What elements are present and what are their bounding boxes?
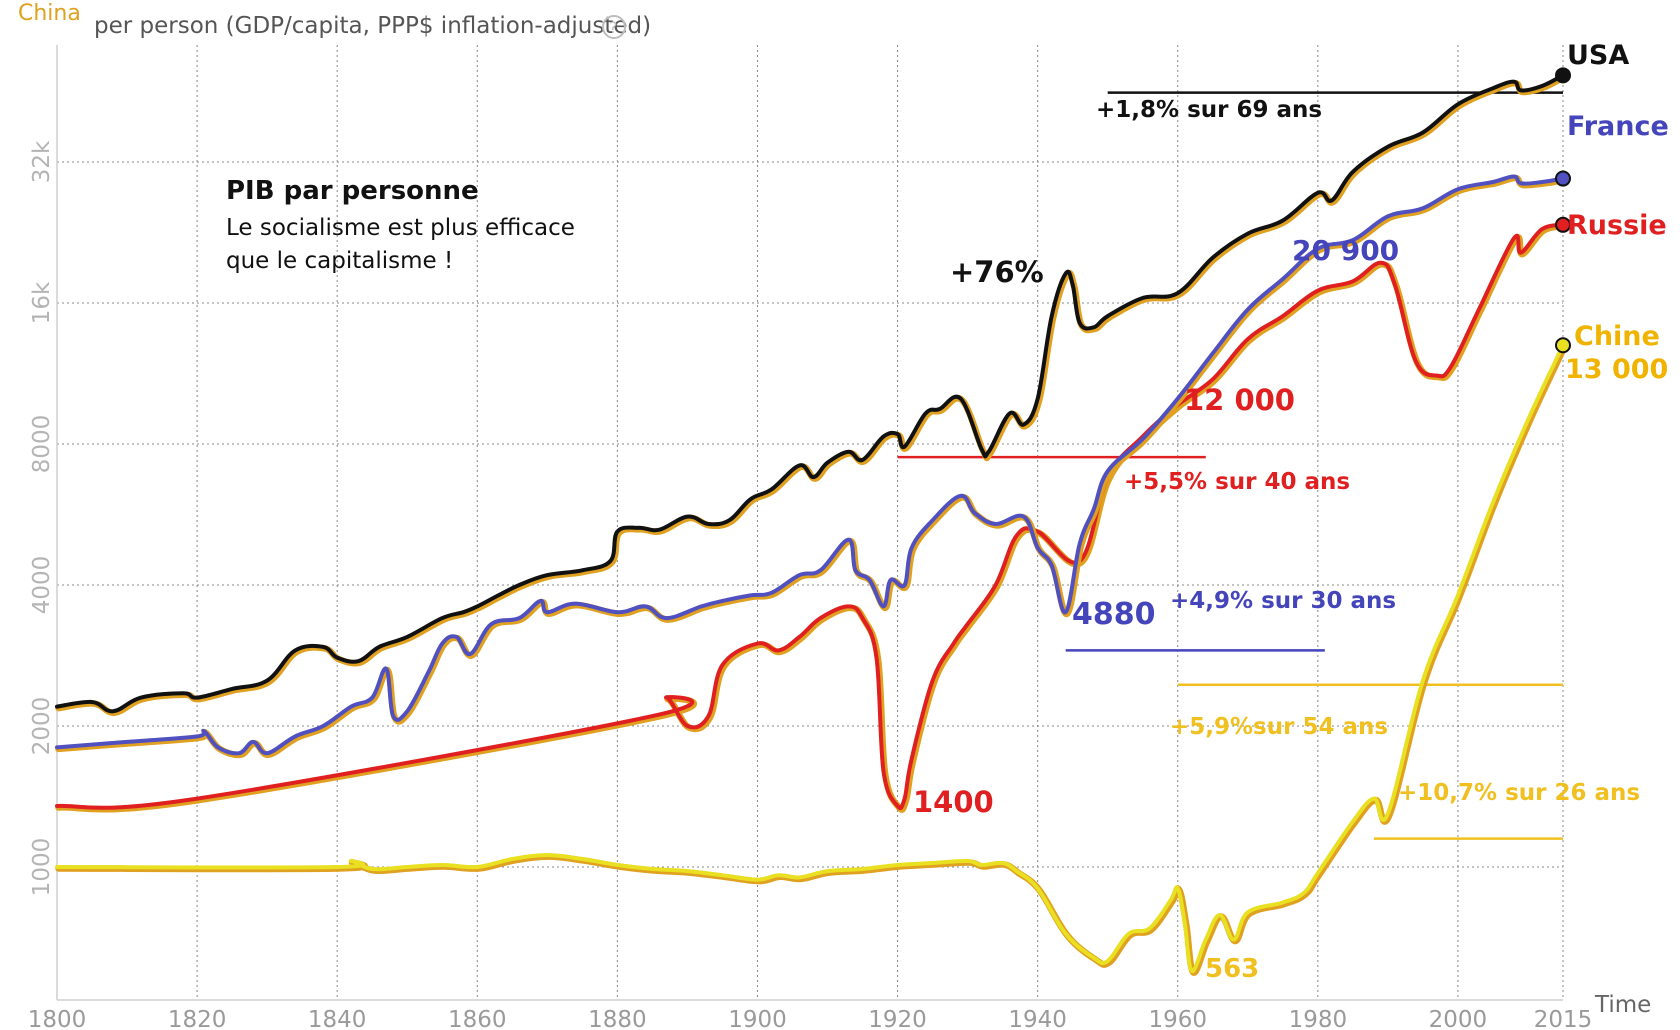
y-axis-title[interactable]: per person (GDP/capita, PPP$ inflation-a… (94, 13, 651, 39)
y-tick-4000: 4000 (29, 556, 55, 615)
annotation-usa-spike: +76% (950, 255, 1044, 289)
time-axis-label[interactable]: Time (1594, 992, 1651, 1018)
series-line-russie[interactable] (55, 222, 1565, 811)
annotation-china-low: 563 (1205, 954, 1259, 984)
x-tick-1920: 1920 (868, 1007, 927, 1030)
series-line-france[interactable] (55, 174, 1565, 756)
x-tick-1860: 1860 (448, 1007, 507, 1030)
y-axis-ticks: 1000 2000 4000 8000 16k 32k (29, 140, 55, 896)
end-label-russia: Russie (1567, 210, 1667, 241)
series-line-usa[interactable] (55, 73, 1565, 714)
y-tick-2000: 2000 (29, 697, 55, 756)
note-line-2: que le capitalisme ! (226, 248, 453, 274)
series-line-chine[interactable] (55, 343, 1565, 973)
annotation-china-long-rate: +5,9%sur 54 ans (1170, 714, 1388, 740)
annotation-france-low: 4880 (1072, 597, 1156, 632)
x-tick-1940: 1940 (1008, 1007, 1067, 1030)
note-line-1: Le socialisme est plus efficace (226, 215, 575, 241)
note-title: PIB par personne (226, 176, 479, 206)
annotation-russia-mid: 12 000 (1184, 383, 1295, 417)
x-tick-1800: 1800 (28, 1007, 87, 1030)
end-label-usa: USA (1567, 40, 1629, 71)
x-tick-2000: 2000 (1429, 1007, 1488, 1030)
end-label-china: Chine (1574, 321, 1660, 352)
y-tick-32k: 32k (29, 140, 55, 183)
help-glyph: ? (609, 18, 618, 37)
x-tick-1820: 1820 (168, 1007, 227, 1030)
y-tick-1000: 1000 (29, 838, 55, 897)
series-shadow-france (55, 174, 1568, 759)
y-tick-16k: 16k (29, 281, 55, 324)
annotation-france-high: 20 900 (1292, 234, 1399, 267)
x-tick-1840: 1840 (308, 1007, 367, 1030)
grid (57, 45, 1564, 1000)
annotation-china-end: 13 000 (1565, 354, 1668, 385)
x-tick-2015: 2015 (1534, 1007, 1593, 1030)
axes (56, 45, 1563, 1001)
annotation-china-recent-rate: +10,7% sur 26 ans (1398, 780, 1640, 806)
annotation-russia-rate: +5,5% sur 40 ans (1124, 469, 1350, 495)
end-label-france: France (1567, 111, 1669, 142)
annotation-france-rate: +4,9% sur 30 ans (1170, 588, 1396, 614)
series-shadow-usa (55, 73, 1568, 717)
x-tick-1900: 1900 (728, 1007, 787, 1030)
x-tick-1980: 1980 (1289, 1007, 1348, 1030)
end-dot-russie[interactable] (1555, 216, 1571, 233)
annotation-usa-rate: +1,8% sur 69 ans (1096, 97, 1322, 123)
help-icon[interactable]: ? (602, 15, 626, 39)
end-dot-usa[interactable] (1555, 67, 1571, 84)
x-tick-1960: 1960 (1148, 1007, 1207, 1030)
end-dot-chine[interactable] (1555, 337, 1571, 354)
x-axis-ticks: 1800 1820 1840 1860 1880 1900 1920 1940 1960 1980… (28, 1007, 1593, 1030)
end-dot-france[interactable] (1555, 170, 1571, 187)
y-tick-8000: 8000 (29, 415, 55, 474)
annotation-russia-low: 1400 (913, 785, 994, 819)
x-tick-1880: 1880 (588, 1007, 647, 1030)
reference-lines (897, 91, 1563, 840)
indicator-selector[interactable]: China (18, 1, 81, 26)
end-dots (1555, 67, 1571, 354)
series-lines (55, 73, 1568, 976)
